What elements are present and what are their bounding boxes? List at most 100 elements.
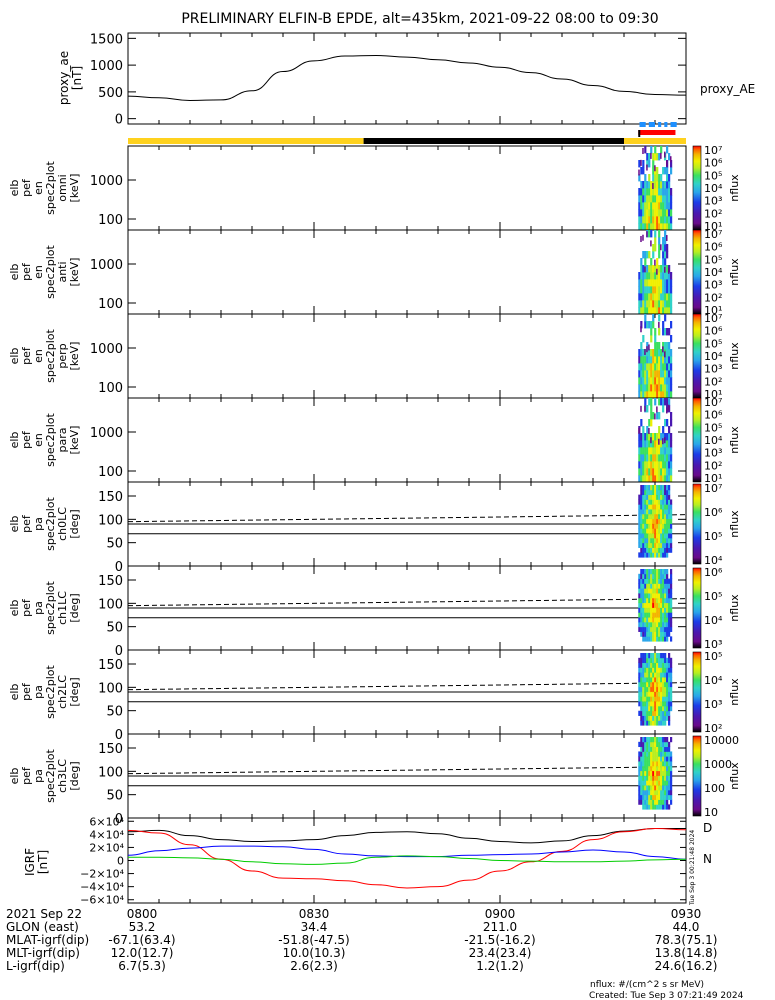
spectrogram-cell: [670, 602, 673, 608]
spectrogram-cell: [646, 789, 649, 796]
spectrogram-cell: [658, 537, 661, 544]
spectrogram-cell: [644, 518, 647, 524]
spectrogram-cell: [670, 513, 673, 520]
spectrogram-cell: [660, 272, 663, 280]
spectrogram-cell: [654, 612, 657, 618]
spectrogram-cell: [662, 775, 665, 781]
spectrogram-cell: [658, 433, 661, 441]
spectrogram-cell: [656, 268, 658, 275]
spectrogram-cell: [658, 398, 661, 406]
ephemeris-value: -67.1(63.4): [108, 933, 175, 947]
y-tick-label: 0: [115, 560, 123, 575]
spectrogram-cell: [650, 746, 653, 752]
spectrogram-cell: [652, 153, 655, 161]
spectrogram-cell: [638, 593, 641, 599]
spectrogram-cell: [648, 160, 651, 168]
spectrogram-cell: [646, 780, 649, 786]
energy-spectrogram-ylabel: [keV]: [68, 342, 81, 371]
spectrogram-cell: [662, 286, 665, 294]
spectrogram-cell: [668, 653, 671, 659]
spectrogram-cell: [666, 440, 669, 448]
spectrogram-cell: [664, 356, 667, 364]
spectrogram-cell: [656, 667, 659, 673]
spectrogram-cell: [640, 710, 643, 716]
spectrogram-cell: [650, 223, 653, 231]
spectrogram-cell: [646, 705, 649, 712]
spectrogram-cell: [652, 636, 655, 642]
spectrogram-cell: [660, 542, 663, 548]
spectrogram-cell: [662, 756, 665, 762]
spectrogram-cell: [644, 513, 647, 520]
spectrogram-cell: [658, 799, 661, 805]
created-stamp: Created: Tue Sep 3 07:21:49 2024: [589, 991, 744, 1000]
spectrogram-cell: [660, 265, 663, 273]
spectrogram-cell: [666, 513, 669, 520]
spectrogram-cell: [648, 761, 651, 767]
spectrogram-cell: [664, 552, 667, 558]
spectrogram-cell: [646, 765, 649, 772]
spectrogram-cell: [654, 593, 657, 599]
spectrogram-cell: [660, 701, 663, 707]
spectrogram-cell: [666, 621, 669, 628]
spectrogram-cell: [662, 370, 665, 378]
spectrogram-cell: [658, 780, 661, 786]
spectrogram-cell: [666, 391, 669, 399]
spectrogram-cell: [664, 216, 667, 224]
spectrogram-cell: [670, 202, 673, 210]
spectrogram-cell: [650, 419, 653, 427]
spectrogram-cell: [652, 509, 655, 515]
spectrogram-cell: [664, 617, 667, 623]
spectrogram-cell: [668, 440, 671, 448]
spectrogram-cell: [654, 667, 657, 673]
spectrogram-cell: [644, 266, 646, 273]
ephemeris-time-tick: 0900: [485, 907, 516, 921]
spectrogram-cell: [642, 426, 645, 434]
spectrogram-cell: [652, 672, 655, 678]
spectrogram-cell: [644, 691, 647, 697]
spectrogram-cell: [638, 391, 641, 399]
spectrogram-cell: [654, 328, 657, 336]
spectrogram-cell: [642, 569, 645, 575]
spectrogram-cell: [648, 741, 651, 748]
spectrogram-cell: [656, 461, 659, 469]
spectrogram-cell: [640, 794, 643, 800]
spectrogram-cell: [644, 681, 647, 688]
spectrogram-cell: [670, 209, 673, 217]
spectrogram-cell: [644, 593, 647, 599]
y-tick-label: 100: [98, 465, 123, 480]
spectrogram-cell: [656, 174, 659, 182]
spectrogram-cell: [666, 293, 669, 301]
spectrogram-cell: [658, 349, 661, 357]
spectrogram-cell: [656, 701, 659, 707]
spectrogram-cell: [642, 593, 645, 599]
spectrogram-cell: [670, 286, 673, 294]
spectrogram-cell: [650, 751, 653, 757]
spectrogram-cell: [656, 710, 659, 716]
y-tick-label: 50: [106, 537, 123, 552]
spectrogram-cell: [652, 715, 655, 721]
spectrogram-cell: [640, 578, 643, 584]
y-tick-label: 100: [98, 381, 123, 396]
spectrogram-cell: [644, 715, 647, 721]
y-tick-label: 50: [106, 789, 123, 804]
spectrogram-cell: [654, 307, 657, 315]
loss-cone-line: [127, 766, 687, 775]
colorbar-tick-label: 10⁵: [704, 337, 722, 350]
spectrogram-cell: [644, 363, 647, 371]
spectrogram-cell: [668, 617, 671, 623]
spectrogram-cell: [654, 293, 657, 301]
spectrogram-cell: [670, 499, 673, 505]
spectrogram-cell: [646, 597, 649, 604]
spectrogram-cell: [642, 272, 645, 280]
spectrogram-cell: [650, 737, 653, 743]
spectrogram-cell: [638, 447, 641, 455]
spectrogram-cell: [662, 202, 665, 210]
spectrogram-cell: [646, 461, 649, 469]
spectrogram-cell: [642, 636, 645, 642]
pitch-angle-ylabel: pef: [20, 514, 33, 533]
spectrogram-cell: [668, 153, 671, 161]
spectrogram-cell: [654, 363, 657, 371]
spectrogram-cell: [638, 363, 641, 371]
spectrogram-cell: [666, 342, 669, 350]
spectrogram-cell: [644, 612, 647, 618]
